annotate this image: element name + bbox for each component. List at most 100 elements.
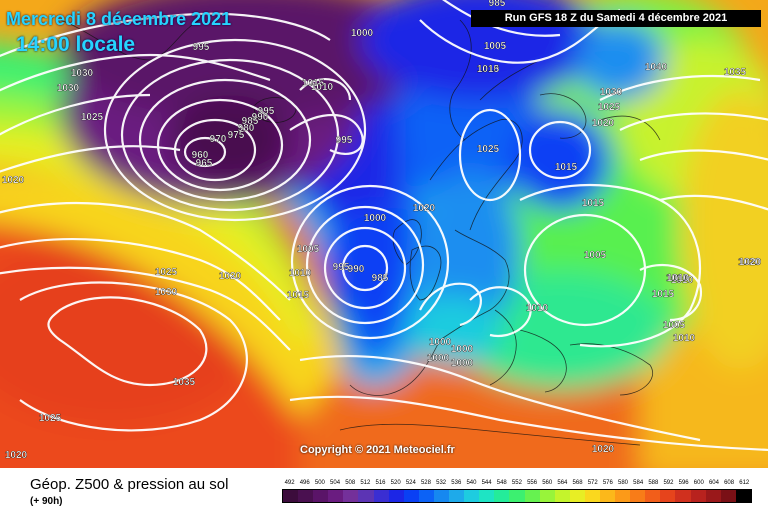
scale-tick-label: 504 [330,480,341,486]
scale-swatch [660,490,676,502]
isobar-label: 1020 [739,257,762,268]
isobar-label: 995 [193,42,210,53]
isobar-label: 975 [228,130,245,141]
scale-swatch [554,490,570,502]
forecast-time: 14:00 locale [16,33,136,56]
isobar-label: 1010 [289,268,312,279]
scale-tick-label: 584 [633,480,644,486]
scale-tick-label: 512 [360,480,371,486]
isobar-label: 1020 [592,444,615,455]
isobar-label: 1030 [57,83,80,94]
isobar-label: 970 [210,134,227,145]
scale-tick-label: 608 [724,480,735,486]
scale-swatch [509,490,525,502]
scale-tick-label: 548 [496,480,507,486]
scale-tick-label: 508 [345,480,356,486]
isobar-label: 1005 [584,250,607,261]
isobar-label: 1020 [592,118,615,129]
isobar-label: 995 [258,106,275,117]
color-scale-tick-labels: 492 496 500 504 508 512 516 520 524 528 532 536 540 5… [282,478,752,488]
scale-swatch [735,490,751,502]
isobar-label: 1035 [724,67,747,78]
forecast-date: Mercredi 8 décembre 2021 [6,9,232,29]
isobars [0,0,768,452]
forecast-lead-time: (+ 90h) [30,496,63,507]
scale-swatch [615,490,631,502]
isobar-label: 1020 [5,450,28,461]
scale-swatch [418,490,434,502]
isobar-label: 1020 [2,175,25,186]
isobar-label: 990 [348,264,365,275]
isobar-label: 995 [336,135,353,146]
isobar-label: 1010 [673,333,696,344]
scale-tick-label: 496 [299,480,310,486]
isobar-label: 1020 [738,257,761,268]
scale-swatch [690,490,706,502]
scale-swatch [479,490,495,502]
scale-tick-label: 580 [618,480,629,486]
scale-swatch [373,490,389,502]
scale-tick-label: 520 [390,480,401,486]
isobar-label: 1000 [451,358,474,369]
isobar-label: 1025 [155,267,178,278]
scale-tick-label: 588 [648,480,659,486]
scale-tick-label: 536 [451,480,462,486]
isobar-label: 960 [192,150,209,161]
scale-tick-label: 600 [693,480,704,486]
isobar-label: 980 [238,123,255,134]
scale-swatch [705,490,721,502]
isobar-label: 1020 [413,203,436,214]
scale-tick-label: 572 [587,480,598,486]
scale-swatch [313,490,329,502]
isobar-label: 1025 [39,413,62,424]
map-title: Géop. Z500 & pression au sol [30,476,229,493]
scale-tick-label: 576 [602,480,613,486]
isobar-label: 1005 [484,41,507,52]
isobar-label: 985 [489,0,506,9]
isobar-label: 1000 [427,353,450,364]
isobar-label: 1035 [173,377,196,388]
scale-tick-label: 592 [663,480,674,486]
isobar-label: 985 [372,273,389,284]
scale-swatch [539,490,555,502]
isobar-label: 1025 [81,112,104,123]
scale-tick-label: 596 [678,480,689,486]
isobar-label: 1010 [311,82,334,93]
isobar-label: 1005 [663,320,686,331]
scale-swatch [358,490,374,502]
isobar-label: 1025 [598,102,621,113]
scale-tick-label: 500 [314,480,325,486]
scale-swatch [599,490,616,502]
scale-swatch [645,490,661,502]
scale-tick-label: 532 [436,480,447,486]
scale-tick-label: 528 [420,480,431,486]
scale-tick-label: 524 [405,480,416,486]
isobar-label: 1015 [477,64,500,75]
scale-swatch [494,490,510,502]
isobar-label: 985 [242,116,259,127]
scale-tick-label: 612 [739,480,750,486]
isobar-label: 1000 [351,28,374,39]
scale-swatch [524,490,540,502]
isobar-label: 1030 [600,87,623,98]
scale-tick-label: 544 [481,480,492,486]
copyright-notice: Copyright © 2021 Meteociel.fr [300,444,455,456]
scale-tick-label: 564 [557,480,568,486]
scale-swatch [464,490,480,502]
scale-swatch [449,490,465,502]
scale-swatch [675,490,691,502]
isobar-label: 965 [196,158,213,169]
isobar-label: 1015 [652,289,675,300]
isobar-label: 1015 [302,78,325,89]
isobar-label: 995 [333,262,350,273]
scale-swatch [328,490,344,502]
scale-swatch [433,490,450,502]
scale-swatch [283,490,299,502]
isobar-label: 1040 [645,62,668,73]
scale-swatch [298,490,314,502]
isobar-label: 1010 [671,275,694,286]
scale-swatch [584,490,600,502]
isobar-label: 1015 [582,198,605,209]
isobar-label: 1010 [477,64,500,75]
